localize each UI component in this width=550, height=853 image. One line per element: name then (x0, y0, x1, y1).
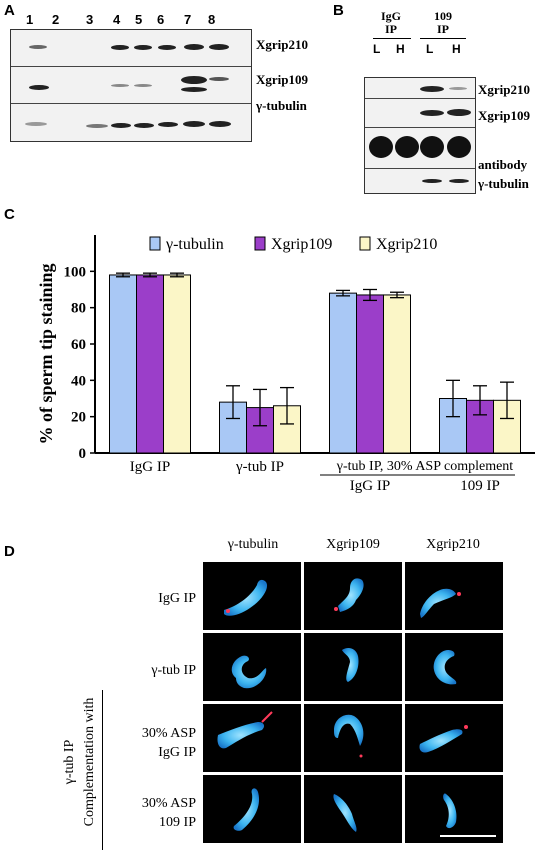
blot-row-label: Xgrip109 (256, 72, 308, 87)
lane-label: 2 (52, 12, 60, 27)
lane-label: 5 (135, 12, 143, 27)
y-tick-label: 100 (64, 264, 87, 280)
row-label-line: IgG IP (158, 745, 196, 760)
109-ip-header: 109 IP (418, 10, 468, 36)
legend-swatch (149, 236, 161, 251)
blot-row-label: Xgrip109 (478, 108, 530, 123)
blot-strip (365, 128, 475, 169)
lane-label: 1 (26, 12, 34, 27)
header-line: IP (385, 22, 397, 36)
blot-row-label: Xgrip210 (256, 37, 308, 52)
lane-label: 7 (184, 12, 192, 27)
micrograph-column-label: γ-tubulin (227, 537, 279, 552)
row-label-line: 30% ASP (141, 726, 196, 741)
blot-row-label: Xgrip210 (478, 82, 530, 97)
blot-row-label: γ-tubulin (256, 98, 307, 113)
blot-strip (11, 30, 251, 67)
panel-a-blot (10, 29, 252, 142)
bar (329, 292, 357, 454)
micrograph (304, 775, 402, 843)
blot-row-label: γ-tubulin (478, 176, 529, 191)
micrograph-column-label: Xgrip109 (326, 537, 380, 552)
blot-strip (365, 169, 475, 193)
panel-b-blot (364, 77, 476, 194)
bar (136, 274, 164, 454)
panel-b-label: B (333, 2, 344, 19)
bar (356, 294, 384, 454)
y-tick-label: 0 (79, 446, 87, 462)
lane-label: 3 (86, 12, 94, 27)
panel-d-label: D (4, 543, 15, 560)
micrograph (304, 633, 402, 701)
micrograph (203, 562, 301, 630)
blot-row-label: antibody (478, 157, 528, 172)
group-caption: γ-tub IP, 30% ASP complement (336, 459, 513, 474)
blot-strip (11, 104, 251, 140)
legend-label: Xgrip109 (271, 236, 332, 253)
lane-label: H (452, 42, 461, 56)
micrograph-column-label: Xgrip210 (426, 537, 480, 552)
micrograph (203, 704, 301, 772)
micrograph (304, 704, 402, 772)
micrograph (203, 633, 301, 701)
y-tick-label: 20 (71, 410, 86, 426)
blot-strip (365, 99, 475, 128)
side-bracket (102, 690, 103, 850)
lane-label: 4 (113, 12, 121, 27)
micrograph (405, 633, 503, 701)
panel-c-label: C (4, 206, 15, 223)
micrograph (304, 562, 402, 630)
bar (109, 274, 137, 454)
x-category-label: 109 IP (460, 478, 500, 494)
lane-label: H (396, 42, 405, 56)
micrograph (203, 775, 301, 843)
header-underline (373, 38, 411, 39)
micrograph-row-label: γ-tub IP (151, 663, 196, 678)
panel-a-label: A (4, 2, 15, 19)
micrograph (405, 775, 503, 843)
micrograph-row-label: 30% ASP 109 IP (110, 794, 196, 832)
y-axis-label: % of sperm tip staining (36, 263, 56, 444)
header-line: 109 (434, 9, 452, 23)
legend-label: Xgrip210 (376, 236, 437, 253)
x-category-label: γ-tub IP (235, 459, 284, 475)
y-tick-label: 80 (71, 301, 86, 317)
bar (163, 274, 191, 454)
x-category-label: IgG IP (130, 459, 170, 475)
micrograph (405, 704, 503, 772)
x-category-label: IgG IP (350, 478, 390, 494)
micrograph-row-label: 30% ASP IgG IP (110, 724, 196, 762)
micrograph-row-label: IgG IP (158, 591, 196, 606)
bar-chart: 0 20 40 60 80 100 % of sperm tip staining IgG I… (36, 235, 535, 494)
header-line: IP (437, 22, 449, 36)
lane-label: 8 (208, 12, 216, 27)
lane-label: L (373, 42, 381, 56)
bar (383, 294, 411, 454)
lane-label: L (426, 42, 434, 56)
blot-strip (365, 78, 475, 99)
y-tick-label: 40 (71, 373, 86, 389)
micrograph (405, 562, 503, 630)
y-tick-label: 60 (71, 337, 86, 353)
header-line: IgG (380, 9, 401, 23)
legend-label: γ-tubulin (165, 236, 224, 253)
igg-ip-header: IgG IP (371, 10, 411, 36)
legend-swatch (254, 236, 266, 251)
header-underline (420, 38, 466, 39)
row-label-line: 30% ASP (141, 796, 196, 811)
blot-strip (11, 67, 251, 104)
row-label-line: 109 IP (159, 815, 196, 830)
lane-label: 6 (157, 12, 165, 27)
bar (246, 407, 274, 454)
legend-swatch (359, 236, 371, 251)
